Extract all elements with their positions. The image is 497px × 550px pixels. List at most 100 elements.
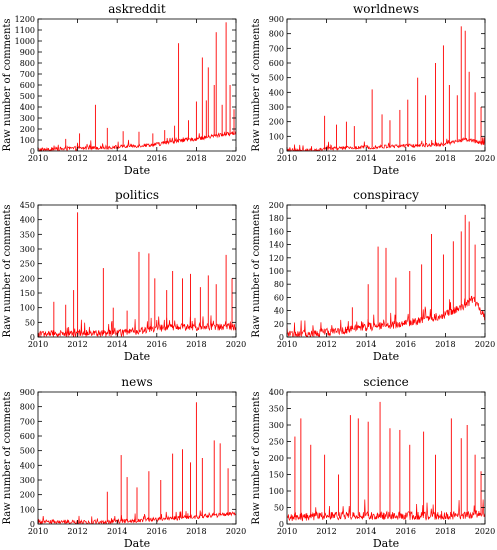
y-tick-label: 200 [269, 201, 284, 210]
y-tick-label: 800 [20, 403, 35, 412]
y-tick-label: 300 [20, 245, 35, 254]
x-tick-label: 2016 [147, 154, 167, 163]
chart-title: science [363, 375, 408, 389]
x-tick-label: 2014 [356, 340, 376, 349]
y-tick-label: 200 [269, 454, 284, 463]
y-tick-label: 900 [20, 388, 35, 397]
y-tick-label: 0 [279, 520, 284, 529]
y-tick-label: 0 [30, 147, 35, 156]
x-tick-label: 2020 [475, 527, 495, 536]
x-tick-label: 2020 [226, 527, 246, 536]
y-tick-label: 700 [20, 70, 35, 79]
series-line [38, 315, 236, 337]
y-tick-label: 800 [269, 30, 284, 39]
y-tick-label: 300 [20, 476, 35, 485]
y-tick-label: 100 [269, 267, 284, 276]
x-tick-label: 2012 [67, 154, 87, 163]
y-tick-label: 400 [20, 216, 35, 225]
y-tick-label: 200 [20, 274, 35, 283]
chart-panel-askreddit: askreddit Date Raw number of comments 2010 2… [2, 2, 246, 177]
chart-title: askreddit [108, 2, 166, 16]
y-tick-label: 400 [20, 461, 35, 470]
x-axis-label: Date [373, 537, 399, 550]
y-axis-label: Raw number of comments [2, 18, 13, 151]
y-tick-label: 600 [20, 81, 35, 90]
x-tick-label: 2018 [186, 154, 206, 163]
y-tick-label: 140 [269, 241, 284, 250]
y-tick-label: 900 [269, 15, 284, 24]
y-tick-label: 700 [20, 417, 35, 426]
x-tick-label: 2010 [277, 340, 297, 349]
y-tick-label: 160 [269, 227, 284, 236]
y-tick-label: 0 [30, 333, 35, 342]
x-tick-label: 2014 [356, 527, 376, 536]
x-tick-label: 2014 [107, 340, 127, 349]
x-axis-label: Date [124, 537, 150, 550]
x-tick-label: 2014 [356, 154, 376, 163]
x-tick-label: 2018 [186, 340, 206, 349]
x-tick-label: 2010 [277, 527, 297, 536]
y-tick-label: 250 [20, 260, 35, 269]
series-line [287, 295, 485, 337]
x-tick-label: 2014 [107, 154, 127, 163]
y-tick-label: 900 [20, 48, 35, 57]
x-tick-label: 2018 [186, 527, 206, 536]
y-axis-label: Raw number of comments [2, 391, 13, 524]
y-axis-label: Raw number of comments [251, 18, 262, 151]
y-tick-label: 450 [20, 201, 35, 210]
x-tick-label: 2012 [67, 527, 87, 536]
y-tick-label: 500 [20, 92, 35, 101]
y-tick-label: 60 [274, 293, 284, 302]
y-tick-label: 350 [20, 230, 35, 239]
y-tick-label: 180 [269, 214, 284, 223]
x-axis-label: Date [373, 350, 399, 363]
y-axis-label: Raw number of comments [2, 204, 13, 337]
y-tick-label: 50 [25, 318, 35, 327]
y-tick-label: 20 [274, 320, 284, 329]
x-tick-label: 2020 [475, 340, 495, 349]
chart-panel-science: science Date Raw number of comments 2010 201… [251, 375, 495, 550]
y-tick-label: 700 [269, 44, 284, 53]
x-tick-label: 2012 [67, 340, 87, 349]
chart-title: news [121, 375, 152, 389]
y-tick-label: 40 [274, 307, 284, 316]
y-tick-label: 300 [269, 103, 284, 112]
chart-panel-news: news Date Raw number of comments 2010 2012 20… [2, 375, 246, 550]
y-tick-label: 1100 [15, 26, 35, 35]
x-axis-label: Date [124, 350, 150, 363]
chart-title: politics [115, 188, 159, 202]
chart-panel-politics: politics Date Raw number of comments 2010 20… [2, 188, 246, 363]
x-tick-label: 2012 [316, 527, 336, 536]
y-tick-label: 400 [20, 103, 35, 112]
x-tick-label: 2016 [396, 340, 416, 349]
y-tick-label: 350 [269, 405, 284, 414]
y-axis-label: Raw number of comments [251, 204, 262, 337]
y-tick-label: 200 [20, 491, 35, 500]
y-tick-label: 0 [279, 333, 284, 342]
y-tick-label: 80 [274, 280, 284, 289]
chart-title: worldnews [353, 2, 419, 16]
y-tick-label: 100 [20, 304, 35, 313]
y-tick-label: 200 [269, 118, 284, 127]
x-tick-label: 2010 [28, 527, 48, 536]
series-line [38, 510, 236, 524]
y-tick-label: 300 [20, 114, 35, 123]
series-line [287, 499, 485, 522]
x-tick-label: 2014 [107, 527, 127, 536]
y-tick-label: 100 [269, 487, 284, 496]
y-tick-label: 500 [269, 74, 284, 83]
y-tick-label: 120 [269, 254, 284, 263]
y-tick-label: 1000 [15, 37, 35, 46]
series-line [38, 131, 236, 151]
y-tick-label: 100 [20, 136, 35, 145]
x-tick-label: 2020 [226, 340, 246, 349]
x-axis-label: Date [373, 164, 399, 177]
x-tick-label: 2018 [435, 154, 455, 163]
y-tick-label: 600 [20, 432, 35, 441]
x-tick-label: 2020 [475, 154, 495, 163]
y-tick-label: 150 [20, 289, 35, 298]
y-tick-label: 0 [30, 520, 35, 529]
y-tick-label: 500 [20, 447, 35, 456]
y-tick-label: 50 [274, 504, 284, 513]
